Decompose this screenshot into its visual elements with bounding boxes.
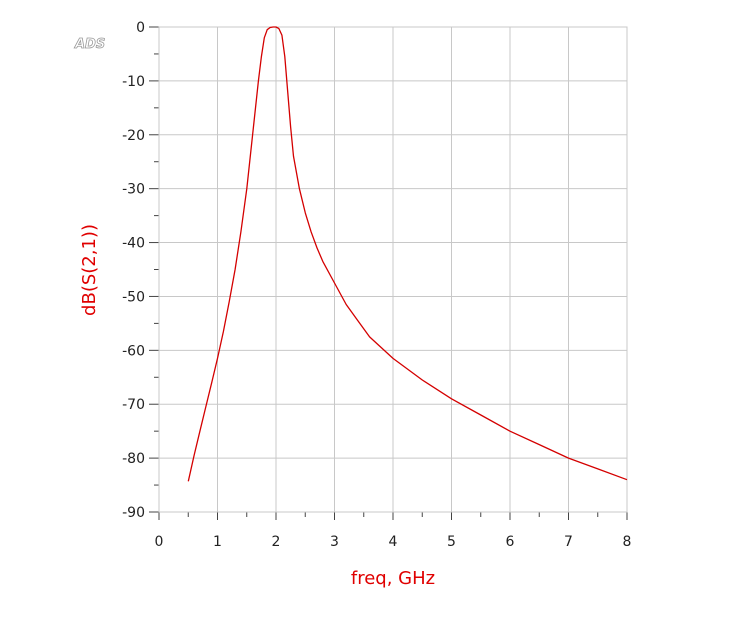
y-tick-label: -50 (122, 289, 145, 305)
x-tick-label: 3 (330, 534, 339, 550)
x-tick-label: 4 (389, 534, 398, 550)
plot-frame (158, 26, 628, 513)
x-tick-label: 8 (623, 534, 632, 550)
y-tick-label: -70 (122, 397, 145, 413)
x-tick-label: 2 (272, 534, 281, 550)
ticks (149, 26, 628, 520)
x-tick-labels: 0 1 2 3 4 5 6 7 8 (155, 534, 632, 550)
y-tick-labels: 0 -10 -20 -30 -40 -50 -60 -70 -80 -90 (122, 20, 145, 521)
y-tick-label: 0 (136, 20, 145, 36)
y-axis-label: dB(S(2,1)) (79, 224, 100, 316)
ads-watermark: ADS (74, 37, 105, 52)
y-tick-label: -60 (122, 343, 145, 359)
s21-trace-line (187, 26, 628, 482)
y-tick-label: -10 (122, 74, 145, 90)
x-tick-label: 1 (213, 534, 222, 550)
x-tick-label: 6 (506, 534, 515, 550)
grid (158, 26, 628, 513)
plot-area (187, 26, 628, 482)
y-tick-label: -30 (122, 182, 145, 198)
x-axis-label: freq, GHz (351, 568, 435, 589)
y-tick-label: -40 (122, 236, 145, 252)
y-tick-label: -80 (122, 451, 145, 467)
x-tick-label: 0 (155, 534, 164, 550)
y-tick-label: -90 (122, 505, 145, 521)
x-tick-label: 5 (447, 534, 456, 550)
x-tick-label: 7 (564, 534, 573, 550)
y-tick-label: -20 (122, 128, 145, 144)
